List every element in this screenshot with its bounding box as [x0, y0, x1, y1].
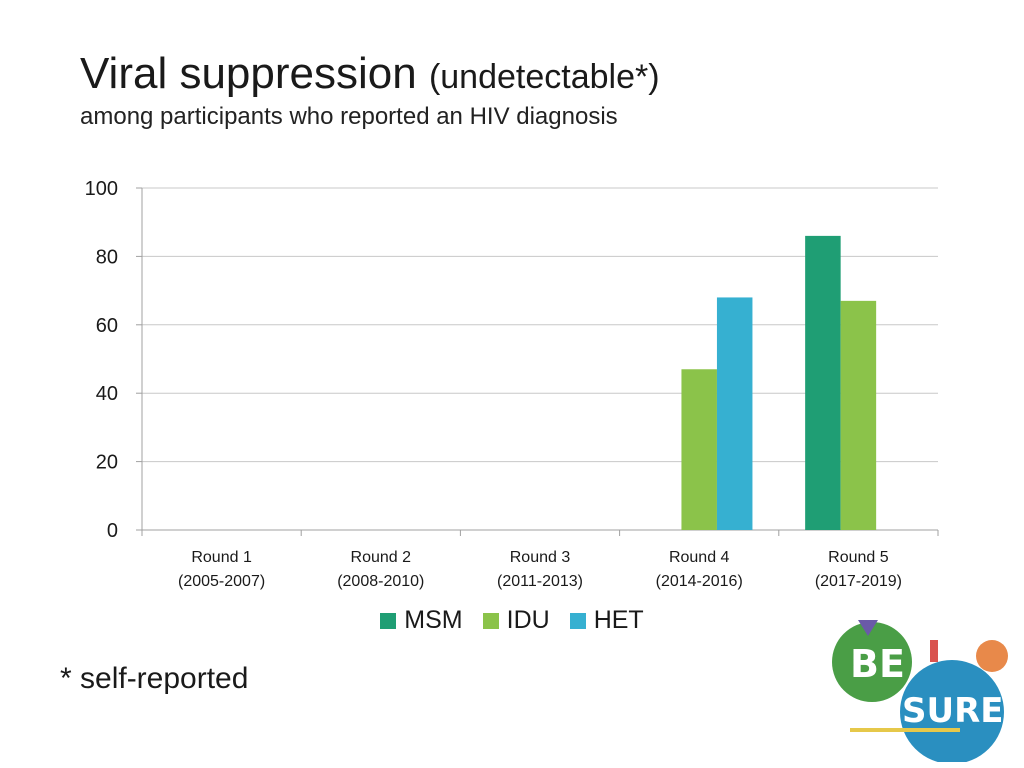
logo-text-be: BE	[850, 642, 905, 686]
x-tick-label: Round 5	[828, 549, 889, 566]
footnote: * self-reported	[60, 662, 249, 695]
legend-item-het: HET	[569, 606, 644, 635]
x-tick-label: (2011-2013)	[497, 573, 583, 590]
title-main: Viral suppression	[80, 49, 417, 98]
x-tick-label: (2008-2010)	[337, 573, 424, 590]
y-tick-label: 60	[96, 315, 118, 337]
legend-label: MSM	[404, 606, 463, 634]
y-tick-label: 0	[107, 520, 118, 542]
bar-idu	[840, 300, 877, 530]
bar-chart: 0 20 40 60 80 100 Round 1 (2005-2007) Round 2 (20…	[85, 178, 939, 590]
slide-subtitle: among participants who reported an HIV d…	[80, 103, 618, 130]
x-tick-label: (2014-2016)	[656, 573, 743, 590]
legend-swatch	[482, 612, 499, 629]
x-tick-label: (2017-2019)	[815, 573, 902, 590]
x-tick-label: (2005-2007)	[178, 573, 265, 590]
y-tick-label: 100	[85, 178, 118, 200]
y-tick-label: 80	[96, 246, 118, 268]
bar-msm	[805, 235, 841, 530]
bar-idu	[681, 369, 717, 530]
legend-label: IDU	[506, 606, 550, 634]
legend-swatch	[380, 612, 397, 629]
chart-legend: MSM IDU HET	[0, 606, 1024, 635]
x-tick-label: Round 3	[510, 549, 571, 566]
title-parenthetical: (undetectable*)	[428, 58, 660, 96]
x-tick-label: Round 4	[669, 549, 730, 566]
bar-het	[716, 297, 753, 530]
besure-logo: BE SURE	[832, 620, 1008, 762]
legend-item-idu: IDU	[482, 606, 550, 635]
slide-title: Viral suppression (undetectable*)	[80, 48, 660, 103]
x-tick-label: Round 1	[191, 549, 252, 566]
legend-label: HET	[593, 606, 644, 634]
y-tick-label: 40	[96, 383, 118, 405]
logo-text-sure: SURE	[902, 691, 1004, 731]
x-tick-label: Round 2	[351, 549, 412, 566]
legend-swatch	[569, 612, 586, 629]
legend-item-msm: MSM	[380, 606, 463, 635]
y-tick-label: 20	[96, 452, 118, 474]
